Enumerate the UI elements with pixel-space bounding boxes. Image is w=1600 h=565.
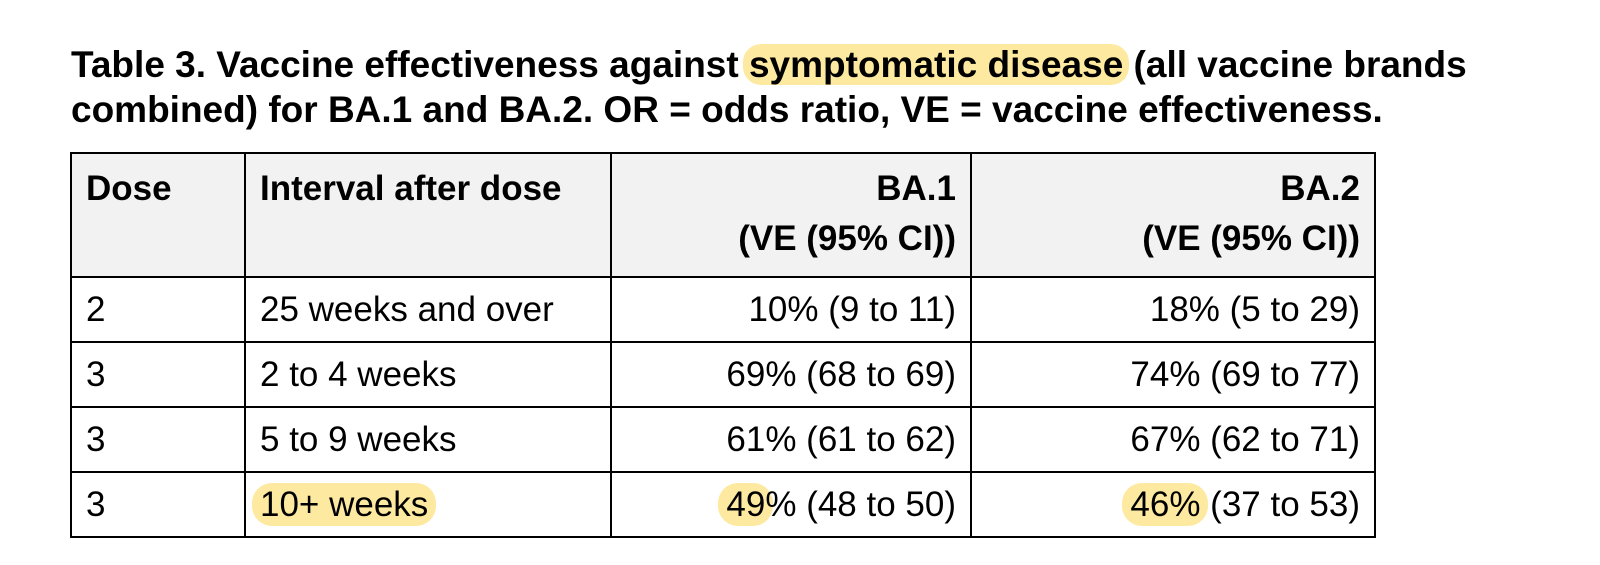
header-ba2-label: BA.2 [1280, 169, 1360, 208]
cell-dose: 3 [70, 406, 246, 473]
cell-interval: 25 weeks and over [244, 276, 612, 343]
table-header: Dose Interval after dose BA.1 (VE (95% C… [70, 152, 1376, 278]
caption-text-start: Table 3. Vaccine effectiveness against [71, 44, 749, 85]
ba2-value-rest: (37 to 53) [1200, 484, 1360, 524]
cell-ba2: 67% (62 to 71) [970, 406, 1376, 473]
cell-interval: 5 to 9 weeks [244, 406, 612, 473]
interval-highlight: 10+ weeks [252, 482, 437, 526]
cell-ba2: 18% (5 to 29) [970, 276, 1376, 343]
table-body: 2 25 weeks and over 10% (9 to 11) 18% (5… [70, 276, 1376, 538]
header-dose: Dose [70, 152, 246, 278]
table-row: 3 5 to 9 weeks 61% (61 to 62) 67% (62 to… [70, 406, 1376, 473]
vaccine-effectiveness-table: Dose Interval after dose BA.1 (VE (95% C… [70, 152, 1376, 538]
cell-dose: 3 [70, 471, 246, 538]
cell-ba1: 49% (48 to 50) [610, 471, 972, 538]
ba1-value-rest: % (48 to 50) [765, 484, 956, 524]
header-ba1: BA.1 (VE (95% CI)) [610, 152, 972, 278]
header-row: Dose Interval after dose BA.1 (VE (95% C… [70, 152, 1376, 278]
ba2-value-highlight: 46% [1122, 482, 1209, 526]
cell-ba1: 10% (9 to 11) [610, 276, 972, 343]
cell-dose: 3 [70, 341, 246, 408]
cell-interval: 2 to 4 weeks [244, 341, 612, 408]
table-row: 3 2 to 4 weeks 69% (68 to 69) 74% (69 to… [70, 341, 1376, 408]
caption-text-end: (all vaccine brands combined) for BA.1 a… [71, 44, 1467, 130]
cell-dose: 2 [70, 276, 246, 343]
caption-highlight: symptomatic disease [742, 44, 1130, 85]
ba1-value-highlight: 49 [718, 482, 774, 526]
table-row: 2 25 weeks and over 10% (9 to 11) 18% (5… [70, 276, 1376, 343]
cell-ba1: 61% (61 to 62) [610, 406, 972, 473]
header-interval: Interval after dose [244, 152, 612, 278]
cell-ba2: 74% (69 to 77) [970, 341, 1376, 408]
header-ba2: BA.2 (VE (95% CI)) [970, 152, 1376, 278]
cell-ba1: 69% (68 to 69) [610, 341, 972, 408]
cell-interval: 10+ weeks [244, 471, 612, 538]
cell-ba2: 46% (37 to 53) [970, 471, 1376, 538]
table-caption: Table 3. Vaccine effectiveness against s… [71, 42, 1571, 132]
table-row: 3 10+ weeks 49% (48 to 50) 46% (37 to 53… [70, 471, 1376, 538]
header-ba1-label: BA.1 [876, 169, 956, 208]
header-ba2-sublabel: (VE (95% CI)) [1142, 219, 1360, 258]
header-ba1-sublabel: (VE (95% CI)) [738, 219, 956, 258]
